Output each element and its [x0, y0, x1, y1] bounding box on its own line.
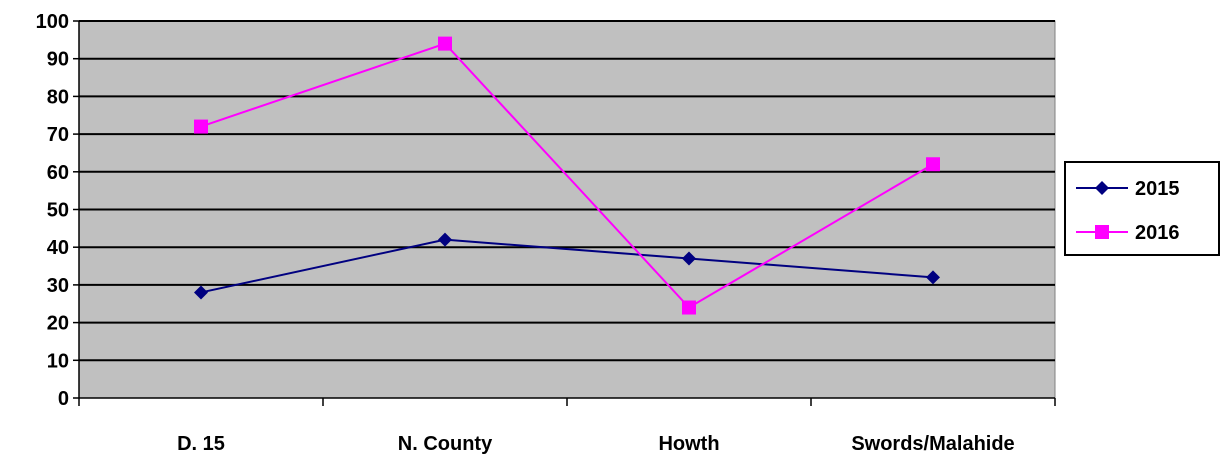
data-point [926, 270, 940, 285]
legend: 2015 2016 [1064, 161, 1220, 256]
y-axis-ticks: 0 10 20 30 40 50 60 70 80 90 100 [36, 11, 79, 410]
legend-box [1064, 161, 1220, 256]
series-group [194, 36, 940, 315]
legend-label: 2016 [1135, 222, 1180, 244]
legend-label: 2015 [1135, 178, 1180, 200]
legend-entry-2016: 2016 [1076, 222, 1180, 244]
legend-entry-2015: 2015 [1076, 178, 1180, 200]
data-point [194, 285, 208, 300]
data-point [926, 157, 940, 172]
legend-marker [1095, 225, 1109, 239]
data-point [194, 119, 208, 134]
series-2015 [194, 232, 940, 300]
y-tick-label: 90 [47, 49, 69, 71]
data-point [438, 232, 452, 247]
y-tick-label: 80 [47, 86, 69, 108]
data-point [682, 251, 696, 266]
y-tick-label: 60 [47, 162, 69, 184]
gridlines [79, 20, 1055, 362]
data-point [438, 36, 452, 51]
y-tick-label: 0 [58, 388, 69, 410]
x-tick-label: Howth [658, 433, 719, 455]
data-point [682, 300, 696, 315]
y-tick-label: 100 [36, 11, 69, 33]
y-tick-label: 30 [47, 275, 69, 297]
x-tick-label: Swords/Malahide [851, 433, 1014, 455]
series-line [200, 238, 934, 294]
y-tick-label: 10 [47, 350, 69, 372]
y-tick-label: 20 [47, 313, 69, 335]
series-line [200, 42, 934, 309]
x-tick-label: N. County [398, 433, 493, 455]
y-tick-label: 40 [47, 237, 69, 259]
x-tick-label: D. 15 [177, 433, 225, 455]
x-axis-ticks: D. 15 N. County Howth Swords/Malahide [78, 398, 1056, 455]
series-2016 [194, 36, 940, 315]
y-tick-label: 50 [47, 200, 69, 222]
legend-marker [1095, 181, 1109, 195]
y-tick-label: 70 [47, 124, 69, 146]
